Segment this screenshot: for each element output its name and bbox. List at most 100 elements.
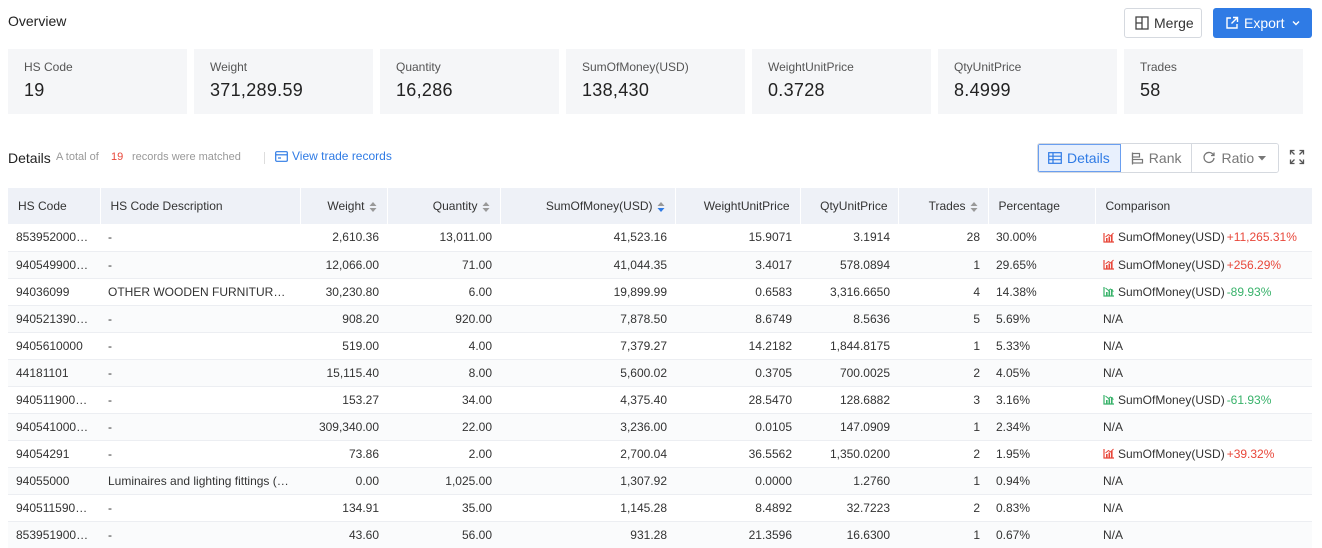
col-header-sum-of-money[interactable]: SumOfMoney(USD) xyxy=(500,188,676,224)
cell-percentage: 29.65% xyxy=(988,251,1095,279)
stat-label: Weight xyxy=(210,60,248,74)
sort-icon[interactable] xyxy=(369,201,377,213)
stat-label: HS Code xyxy=(24,60,73,74)
col-header-quantity[interactable]: Quantity xyxy=(387,188,501,224)
cell-sum-of-money: 19,899.99 xyxy=(500,278,675,306)
cell-trades: 2 xyxy=(898,440,988,468)
cell-weight-unit-price: 0.0000 xyxy=(675,467,800,495)
cell-trades: 2 xyxy=(898,494,988,522)
cell-hs-code: 940549900000 xyxy=(8,251,100,279)
table-row[interactable]: 9405610000-519.00 4.00 7,379.27 14.2182 1,84… xyxy=(8,332,1312,360)
table-row[interactable]: 940511900000-153.27 34.00 4,375.40 28.5470 1… xyxy=(8,386,1312,414)
rank-icon xyxy=(1131,152,1143,164)
table-row[interactable]: 853952000000-2,610.36 13,011.00 41,523.16 1… xyxy=(8,224,1312,252)
table-row[interactable]: 44181101-15,115.40 8.00 5,600.02 0.3705 700.… xyxy=(8,359,1312,387)
cell-quantity: 6.00 xyxy=(387,278,500,306)
stat-value: 371,289.59 xyxy=(210,80,304,100)
cell-weight: 15,115.40 xyxy=(300,359,387,387)
table-row[interactable]: 94054291-73.86 2.00 2,700.04 36.5562 1,350.0… xyxy=(8,440,1312,468)
col-header-label: Weight xyxy=(327,199,365,213)
cell-trades: 4 xyxy=(898,278,988,306)
col-header-trades[interactable]: Trades xyxy=(898,188,989,224)
table-row[interactable]: 853951900000-43.60 56.00 931.28 21.3596 16.6… xyxy=(8,521,1312,548)
cell-comparison: N/A xyxy=(1095,413,1312,441)
cell-weight: 519.00 xyxy=(300,332,387,360)
stat-card-quantity: Quantity 16,286 xyxy=(380,49,559,114)
cell-sum-of-money: 1,307.92 xyxy=(500,467,675,495)
cell-qty-unit-price: 147.0909 xyxy=(800,413,898,441)
export-button[interactable]: Export xyxy=(1213,8,1312,38)
cell-weight-unit-price: 28.5470 xyxy=(675,386,800,414)
col-header-weight[interactable]: Weight xyxy=(300,188,388,224)
fullscreen-icon[interactable] xyxy=(1289,149,1305,165)
stat-card-weight-unit-price: WeightUnitPrice 0.3728 xyxy=(752,49,931,114)
cell-percentage: 1.95% xyxy=(988,440,1095,468)
cell-quantity: 920.00 xyxy=(387,305,500,333)
cell-comparison: N/A xyxy=(1095,305,1312,333)
tab-details[interactable]: Details xyxy=(1038,144,1121,172)
cell-percentage: 0.67% xyxy=(988,521,1095,548)
cell-hs-code: 940511900000 xyxy=(8,386,100,414)
cell-comparison: SumOfMoney(USD) +256.29% xyxy=(1095,251,1312,279)
details-table: HS Code HS Code Description Weight Quant… xyxy=(8,188,1313,548)
cell-comparison: N/A xyxy=(1095,494,1312,522)
cell-hs-code: 44181101 xyxy=(8,359,100,387)
table-row[interactable]: 940511590000-134.91 35.00 1,145.28 8.4892 32… xyxy=(8,494,1312,522)
cell-percentage: 2.34% xyxy=(988,413,1095,441)
col-header-label: Quantity xyxy=(432,199,478,213)
details-title: Details xyxy=(8,150,51,166)
tab-ratio[interactable]: Ratio xyxy=(1192,144,1279,172)
stat-label: QtyUnitPrice xyxy=(954,60,1022,74)
cell-qty-unit-price: 1.2760 xyxy=(800,467,898,495)
col-header-label: Trades xyxy=(928,199,966,213)
cell-sum-of-money: 5,600.02 xyxy=(500,359,675,387)
comparison-label: SumOfMoney(USD) xyxy=(1118,257,1225,272)
cell-quantity: 22.00 xyxy=(387,413,500,441)
cell-quantity: 8.00 xyxy=(387,359,500,387)
sort-icon[interactable] xyxy=(970,201,978,213)
comparison-change: +11,265.31% xyxy=(1226,230,1297,245)
stat-card-trades: Trades 58 xyxy=(1124,49,1303,114)
cell-hs-code: 853951900000 xyxy=(8,521,100,548)
records-count: 19 xyxy=(111,151,124,163)
cell-qty-unit-price: 578.0894 xyxy=(800,251,898,279)
col-header-percentage: Percentage xyxy=(988,188,1096,224)
cell-comparison: SumOfMoney(USD) -61.93% xyxy=(1095,386,1312,414)
cell-comparison: N/A xyxy=(1095,359,1312,387)
table-row[interactable]: 940521390000-908.20 920.00 7,878.50 8.6749 8… xyxy=(8,305,1312,333)
cell-hs-code: 853952000000 xyxy=(8,224,100,252)
table-row[interactable]: 94055000 Luminaires and lighting fittings… xyxy=(8,467,1312,495)
comparison-indicator: SumOfMoney(USD) -61.93% xyxy=(1103,393,1304,407)
table-row[interactable]: 940549900000-12,066.00 71.00 41,044.35 3.40… xyxy=(8,251,1312,279)
cell-percentage: 0.83% xyxy=(988,494,1095,522)
table-row[interactable]: 940541000000-309,340.00 22.00 3,236.00 0.01… xyxy=(8,413,1312,441)
sort-icon[interactable] xyxy=(482,201,490,213)
cell-hs-code: 9405610000 xyxy=(8,332,100,360)
comparison-indicator: SumOfMoney(USD) +39.32% xyxy=(1103,447,1304,461)
merge-button[interactable]: Merge xyxy=(1124,8,1202,38)
cell-comparison: N/A xyxy=(1095,521,1312,548)
cell-quantity: 4.00 xyxy=(387,332,500,360)
stat-card-hs-code: HS Code 19 xyxy=(8,49,187,114)
cell-trades: 3 xyxy=(898,386,988,414)
cell-weight: 43.60 xyxy=(300,521,387,548)
cell-description: - xyxy=(100,359,300,387)
cell-comparison: N/A xyxy=(1095,332,1312,360)
cell-description: OTHER WOODEN FURNITURE; THE ... xyxy=(100,278,300,306)
cell-sum-of-money: 7,379.27 xyxy=(500,332,675,360)
export-label: Export xyxy=(1244,15,1285,31)
sort-icon[interactable] xyxy=(657,201,665,213)
tab-rank[interactable]: Rank xyxy=(1120,144,1193,172)
stat-label: SumOfMoney(USD) xyxy=(582,60,689,74)
cell-quantity: 2.00 xyxy=(387,440,500,468)
cell-description: Luminaires and lighting fittings (ex... xyxy=(100,467,300,495)
trend-down-icon xyxy=(1103,395,1114,405)
view-trade-records-link[interactable]: View trade records xyxy=(275,149,392,163)
trend-down-icon xyxy=(1103,287,1114,297)
cell-qty-unit-price: 32.7223 xyxy=(800,494,898,522)
cell-hs-code: 94055000 xyxy=(8,467,100,495)
stat-value: 58 xyxy=(1140,80,1161,100)
cell-qty-unit-price: 128.6882 xyxy=(800,386,898,414)
cell-hs-code: 940521390000 xyxy=(8,305,100,333)
